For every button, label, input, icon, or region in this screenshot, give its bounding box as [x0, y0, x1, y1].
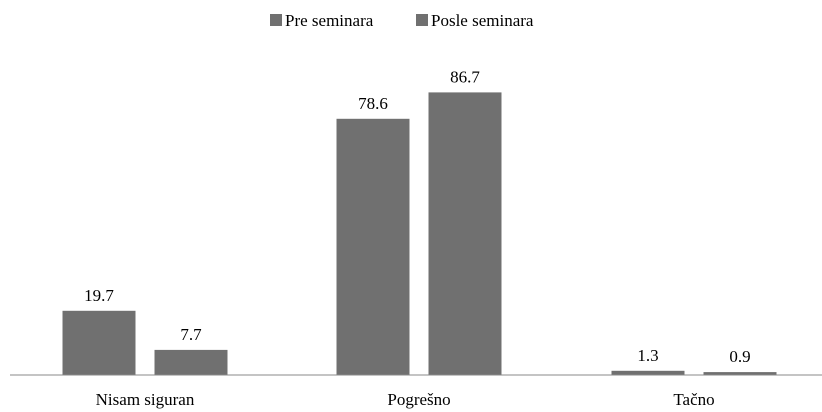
bar-nisam-siguran-1 — [154, 349, 228, 375]
data-label: 7.7 — [180, 325, 202, 344]
x-tick-labels-group: Nisam siguran Pogrešno Tačno — [96, 390, 715, 409]
data-labels-group: 19.7 7.7 78.6 86.7 1.3 0.9 — [84, 67, 751, 366]
bar-nisam-siguran-0 — [62, 310, 136, 375]
legend-label-pre-seminara: Pre seminara — [285, 11, 374, 30]
data-label: 0.9 — [729, 347, 750, 366]
bars-group — [62, 92, 777, 376]
bar-pogre-no-0 — [336, 118, 410, 376]
data-label: 78.6 — [358, 94, 388, 113]
data-label: 86.7 — [450, 67, 480, 86]
legend-swatch-posle-seminara — [416, 14, 428, 26]
legend-swatch-pre-seminara — [270, 14, 282, 26]
bar-pogre-no-1 — [428, 92, 502, 376]
x-tick-label: Pogrešno — [387, 390, 450, 409]
x-tick-label: Nisam siguran — [96, 390, 195, 409]
bar-ta-no-1 — [703, 372, 777, 375]
data-label: 1.3 — [637, 346, 658, 365]
legend-label-posle-seminara: Posle seminara — [431, 11, 534, 30]
x-tick-label: Tačno — [673, 390, 714, 409]
bar-ta-no-0 — [611, 370, 685, 375]
data-label: 19.7 — [84, 286, 114, 305]
legend: Pre seminara Posle seminara — [270, 11, 534, 30]
